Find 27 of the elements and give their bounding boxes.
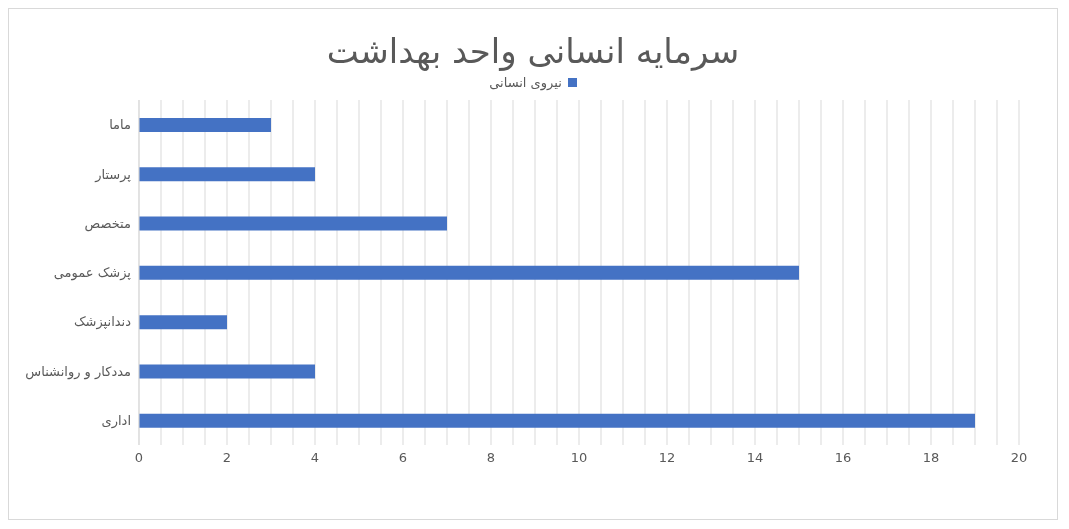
x-tick-label: 20 [1010,450,1028,466]
y-tick-label: متخصص [84,215,131,232]
bar [139,364,315,379]
bar [139,315,227,330]
x-tick-label: 4 [310,450,320,466]
legend-label: نیروی انسانی [489,75,562,90]
y-tick-label: پزشک عمومی [53,265,132,282]
x-tick-label: 14 [746,450,764,466]
x-tick-label: 12 [658,450,676,466]
y-tick-label: مددکار و روانشناس [25,363,131,380]
x-tick-label: 8 [486,450,496,466]
x-tick-label: 18 [922,450,940,466]
x-tick-label: 10 [570,450,588,466]
x-tick-label: 2 [222,450,232,466]
y-tick-label: پرستار [94,166,132,183]
bar [139,118,271,132]
bar [139,265,799,280]
x-tick-label: 6 [398,450,408,466]
bar [139,167,315,182]
y-tick-label: دندانپزشک [73,314,132,331]
y-tick-label: ماما [109,117,131,133]
y-tick-label: اداری [101,412,131,429]
chart-title: سرمایه انسانی واحد بهداشت [325,31,741,71]
bar [139,413,975,428]
bar [139,216,447,231]
x-tick-label: 16 [834,450,852,466]
x-tick-label: 0 [134,450,144,466]
